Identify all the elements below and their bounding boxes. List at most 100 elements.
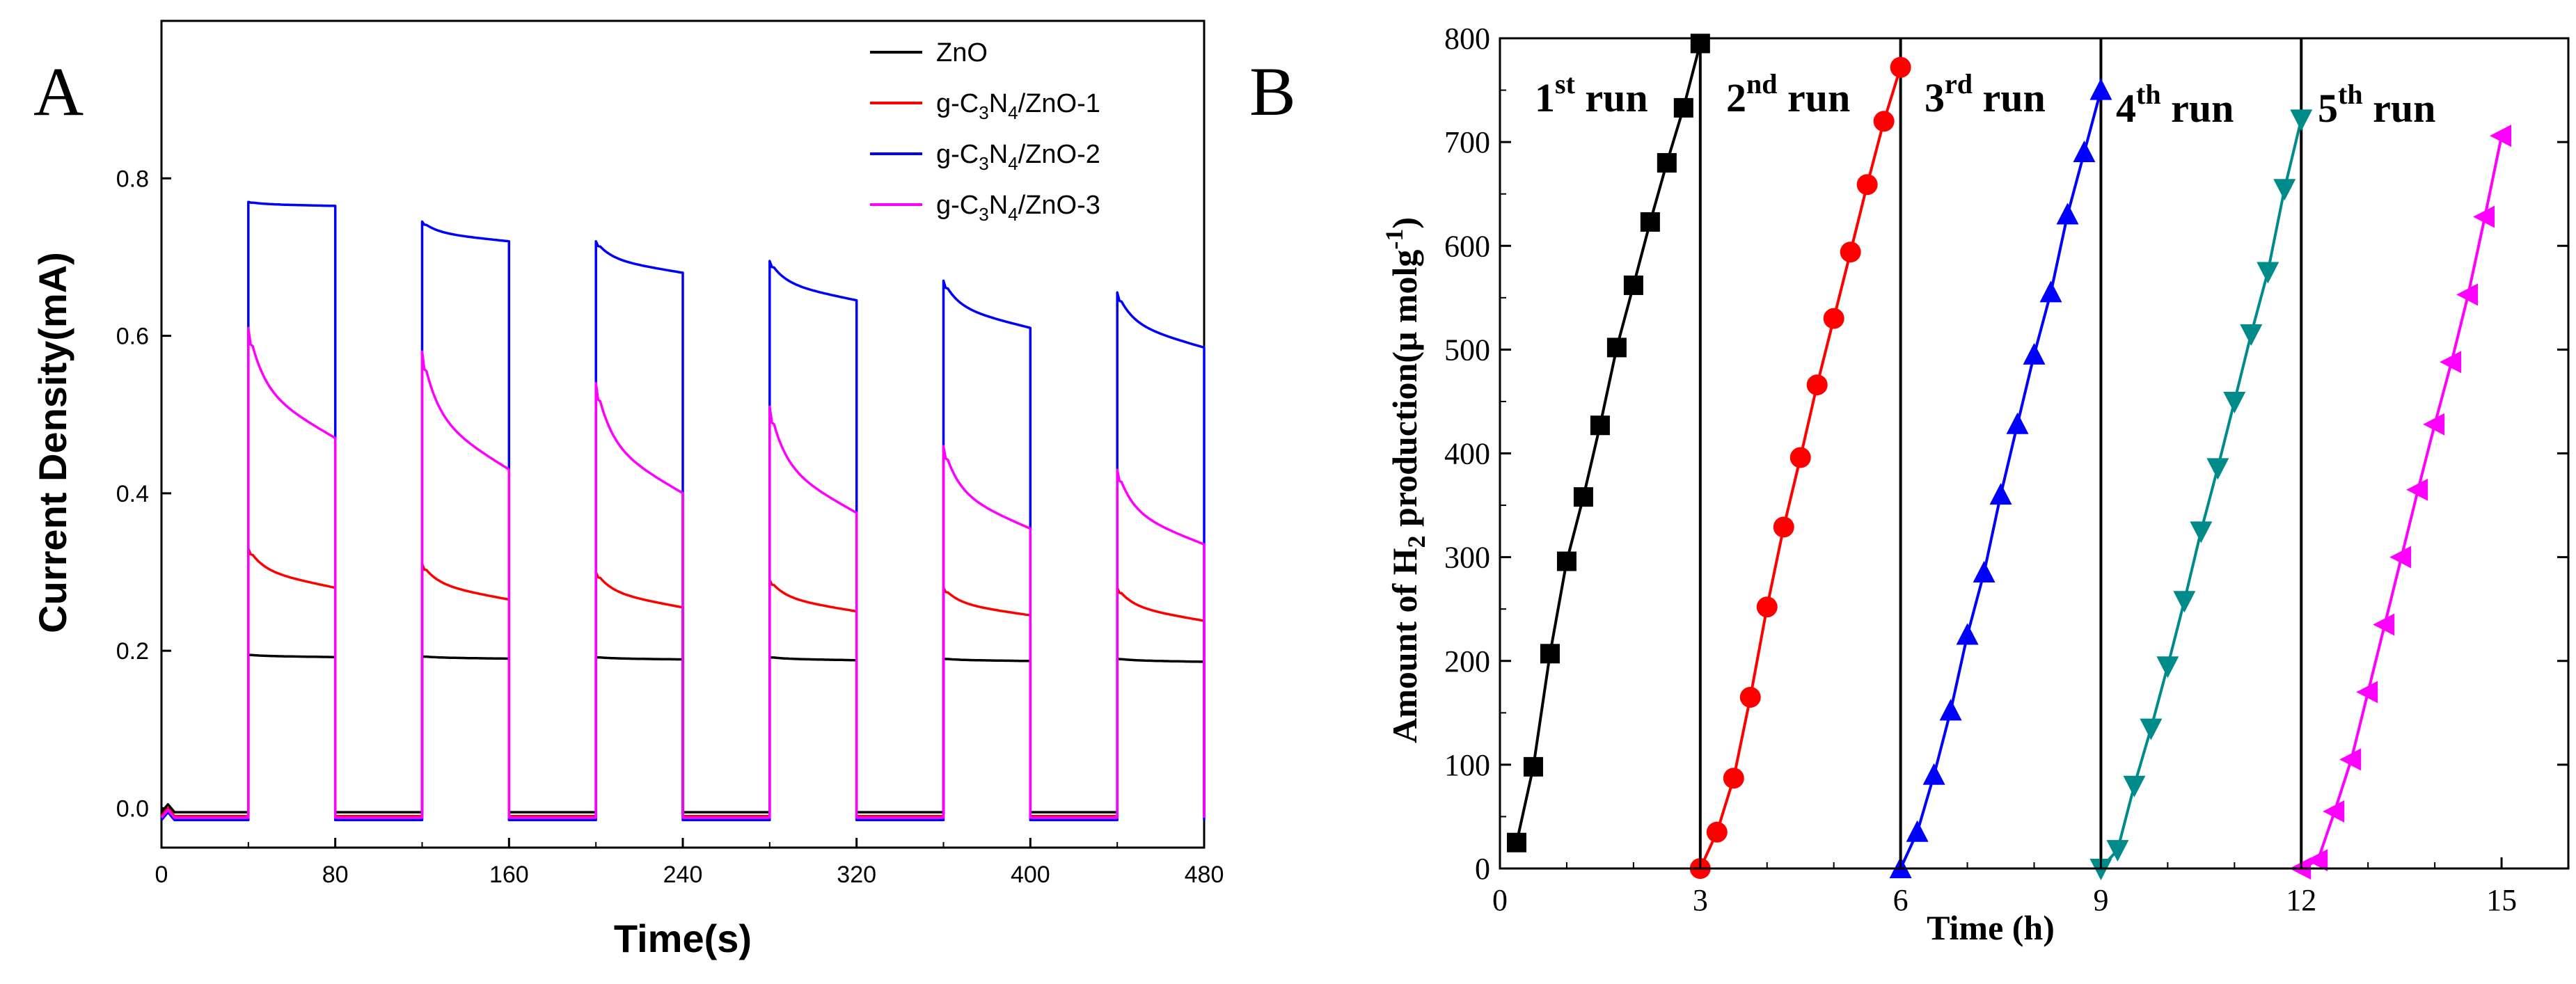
panel-b-data-point <box>1973 560 1996 582</box>
panel-b-data-point <box>1640 212 1660 232</box>
panel-a-legend-label: g-C3N4/ZnO-1 <box>936 89 1100 123</box>
panel-b-data-point <box>1573 487 1593 507</box>
panel-b-y-tick-label: 800 <box>1444 22 1490 56</box>
panel-b-data-point <box>1540 644 1560 664</box>
panel-b-data-point <box>2290 109 2313 132</box>
panel-b-data-point <box>1623 275 1643 295</box>
panel-b-data-point <box>2089 78 2112 100</box>
panel-b-y-tick-label: 100 <box>1444 748 1490 782</box>
panel-a-x-tick-label: 80 <box>322 862 349 888</box>
panel-b-data-point <box>1657 152 1677 173</box>
panel-b-y-axis-label: Amount of H2 production(μ molg-1) <box>1380 217 1430 743</box>
panel-a-x-tick-label: 400 <box>1011 862 1050 888</box>
panel-b-data-point <box>1789 447 1811 468</box>
panel-a-x-tick-label: 0 <box>155 862 168 888</box>
panel-b-run-label-1: 1st run <box>1535 68 1648 120</box>
panel-a-y-tick-label: 0.4 <box>116 481 149 507</box>
panel-b-x-axis-label: Time (h) <box>1927 908 2055 947</box>
panel-b-data-point <box>1756 596 1778 618</box>
panel-b-data-point <box>2190 521 2213 543</box>
panel-a-chart: 0 80 160 240 320 400 480 0.0 0.2 0.4 0.6 0.8 ZnO g-C… <box>31 19 1224 960</box>
panel-b-run-series-4 <box>2089 109 2313 880</box>
panel-a-legend-label: g-C3N4/ZnO-2 <box>936 140 1100 174</box>
panel-b-data-point <box>1523 756 1543 777</box>
panel-a-x-tick-label: 320 <box>837 862 876 888</box>
panel-a-x-tick-label: 240 <box>663 862 703 888</box>
panel-b-data-point <box>2440 351 2462 374</box>
panel-b-data-point <box>1922 763 1945 785</box>
panel-b-x-tick-label: 12 <box>2286 883 2316 917</box>
panel-b-data-point <box>1673 97 1693 118</box>
panel-b-data-point <box>2106 840 2129 862</box>
panel-b-data-point <box>1690 33 1710 54</box>
panel-a-series-line-4 <box>160 326 1206 819</box>
panel-b-data-point <box>2323 800 2345 823</box>
panel-b-data-point <box>1906 820 1929 842</box>
panel-b-run-line <box>2099 118 2303 870</box>
panel-b-data-point <box>2140 718 2163 740</box>
panel-b-data-point <box>2223 391 2246 413</box>
panel-a-y-tick-label: 0.0 <box>116 795 149 822</box>
panel-b-data-point <box>1506 832 1526 852</box>
panel-b-data-point <box>1856 174 1878 196</box>
panel-b-run-series-5 <box>2289 125 2512 880</box>
panel-b-data-point <box>1956 623 1979 645</box>
panel-b-data-point <box>2356 681 2378 704</box>
panel-a-y-axis-label: Current Density(mA) <box>31 252 74 633</box>
panel-b-x-tick-label: 15 <box>2486 883 2517 917</box>
panel-b-data-point <box>1739 686 1761 708</box>
panel-b-data-point <box>1723 768 1744 789</box>
panel-b-data-point <box>2023 342 2046 365</box>
panel-b-y-tick-label: 500 <box>1444 333 1490 367</box>
panel-b-data-point <box>1890 56 1911 78</box>
panel-b-data-point <box>2389 546 2412 569</box>
panel-a-y-tick-label: 0.6 <box>116 324 149 350</box>
panel-a-y-tick-label: 0.2 <box>116 638 149 665</box>
panel-b-run-series-2 <box>1689 56 1911 879</box>
panel-b-data-point <box>2456 283 2479 306</box>
panel-b-run-line <box>2300 135 2504 870</box>
panel-b-run-label-3: 3rd run <box>1925 68 2046 120</box>
panel-b-run-series-3 <box>1889 78 2112 878</box>
panel-b-data-point <box>2423 413 2445 436</box>
panel-b-x-tick-label: 0 <box>1492 883 1508 917</box>
panel-b-x-tick-label: 3 <box>1693 883 1708 917</box>
panel-b-y-tick-label: 200 <box>1444 644 1490 679</box>
panel-b-chart: 0 3 6 9 12 15 0 100 200 300 400 500 600 700 800 1st ru… <box>1380 22 2570 947</box>
panel-b-y-tick-label: 0 <box>1475 852 1490 886</box>
panel-b-data-point <box>1556 551 1577 571</box>
panel-b-data-point <box>2173 591 2196 613</box>
panel-b-y-tick-label: 300 <box>1444 541 1490 575</box>
panel-b-data-point <box>2373 613 2395 636</box>
panel-b-data-point <box>1706 821 1728 843</box>
panel-b-data-point <box>2473 205 2495 228</box>
panel-b-data-point <box>1939 699 1962 721</box>
panel-b-y-tick-label: 400 <box>1444 437 1490 471</box>
panel-b-data-point <box>2039 280 2062 303</box>
panel-b-data-point <box>2056 203 2079 225</box>
panel-b-data-point <box>2123 775 2146 797</box>
panel-b-data-point <box>1773 516 1794 538</box>
panel-b-data-point <box>1840 241 1861 263</box>
panel-b-data-point <box>2273 179 2296 201</box>
panel-b-x-tick-label: 9 <box>2093 883 2108 917</box>
panel-b-run-label-2: 2nd run <box>1726 68 1850 120</box>
panel-b-data-point <box>1590 415 1610 436</box>
panel-a-x-tick-label: 160 <box>489 862 529 888</box>
panel-b-data-point <box>2490 125 2512 148</box>
panel-b-y-tick-label: 600 <box>1444 229 1490 263</box>
panel-b-data-point <box>1823 308 1844 329</box>
panel-a-x-axis-label: Time(s) <box>614 916 752 960</box>
panel-a-legend-label: g-C3N4/ZnO-3 <box>936 191 1100 225</box>
panel-b-data-point <box>2206 458 2229 480</box>
panel-letter-a: A <box>33 53 84 130</box>
panel-b-data-point <box>1806 374 1828 396</box>
panel-b-run-line <box>1899 90 2103 869</box>
panel-b-data-point <box>2156 656 2179 679</box>
panel-b-data-point <box>1873 111 1895 132</box>
panel-b-data-point <box>2306 849 2328 872</box>
panel-b-data-point <box>2240 324 2263 347</box>
panel-b-run-label-4: 4th run <box>2116 79 2234 131</box>
panel-a-y-tick-label: 0.8 <box>116 166 149 192</box>
